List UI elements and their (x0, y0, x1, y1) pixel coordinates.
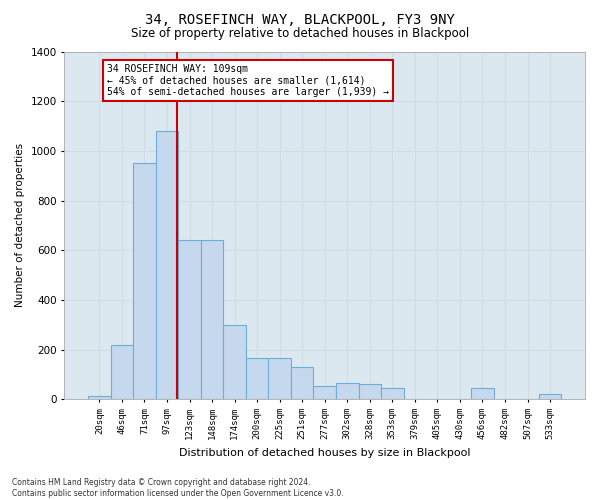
Bar (133, 164, 156, 400)
Bar (359, 384, 381, 400)
Bar (539, 394, 562, 400)
Bar (88, 396, 110, 400)
Y-axis label: Number of detached properties: Number of detached properties (15, 144, 25, 308)
X-axis label: Distribution of detached houses by size in Blackpool: Distribution of detached houses by size … (179, 448, 470, 458)
Text: Contains HM Land Registry data © Crown copyright and database right 2024.
Contai: Contains HM Land Registry data © Crown c… (12, 478, 344, 498)
Bar (110, 344, 133, 400)
Bar (246, 358, 268, 400)
Bar (471, 388, 494, 400)
Bar (268, 358, 291, 400)
Bar (201, 240, 223, 400)
Text: 34, ROSEFINCH WAY, BLACKPOOL, FY3 9NY: 34, ROSEFINCH WAY, BLACKPOOL, FY3 9NY (145, 12, 455, 26)
Bar (313, 386, 336, 400)
Bar (223, 325, 246, 400)
Bar (381, 388, 404, 400)
Bar (291, 367, 313, 400)
Text: 34 ROSEFINCH WAY: 109sqm
← 45% of detached houses are smaller (1,614)
54% of sem: 34 ROSEFINCH WAY: 109sqm ← 45% of detach… (107, 64, 389, 97)
Text: Size of property relative to detached houses in Blackpool: Size of property relative to detached ho… (131, 28, 469, 40)
Bar (336, 383, 359, 400)
Bar (156, 131, 178, 400)
Bar (178, 240, 201, 400)
